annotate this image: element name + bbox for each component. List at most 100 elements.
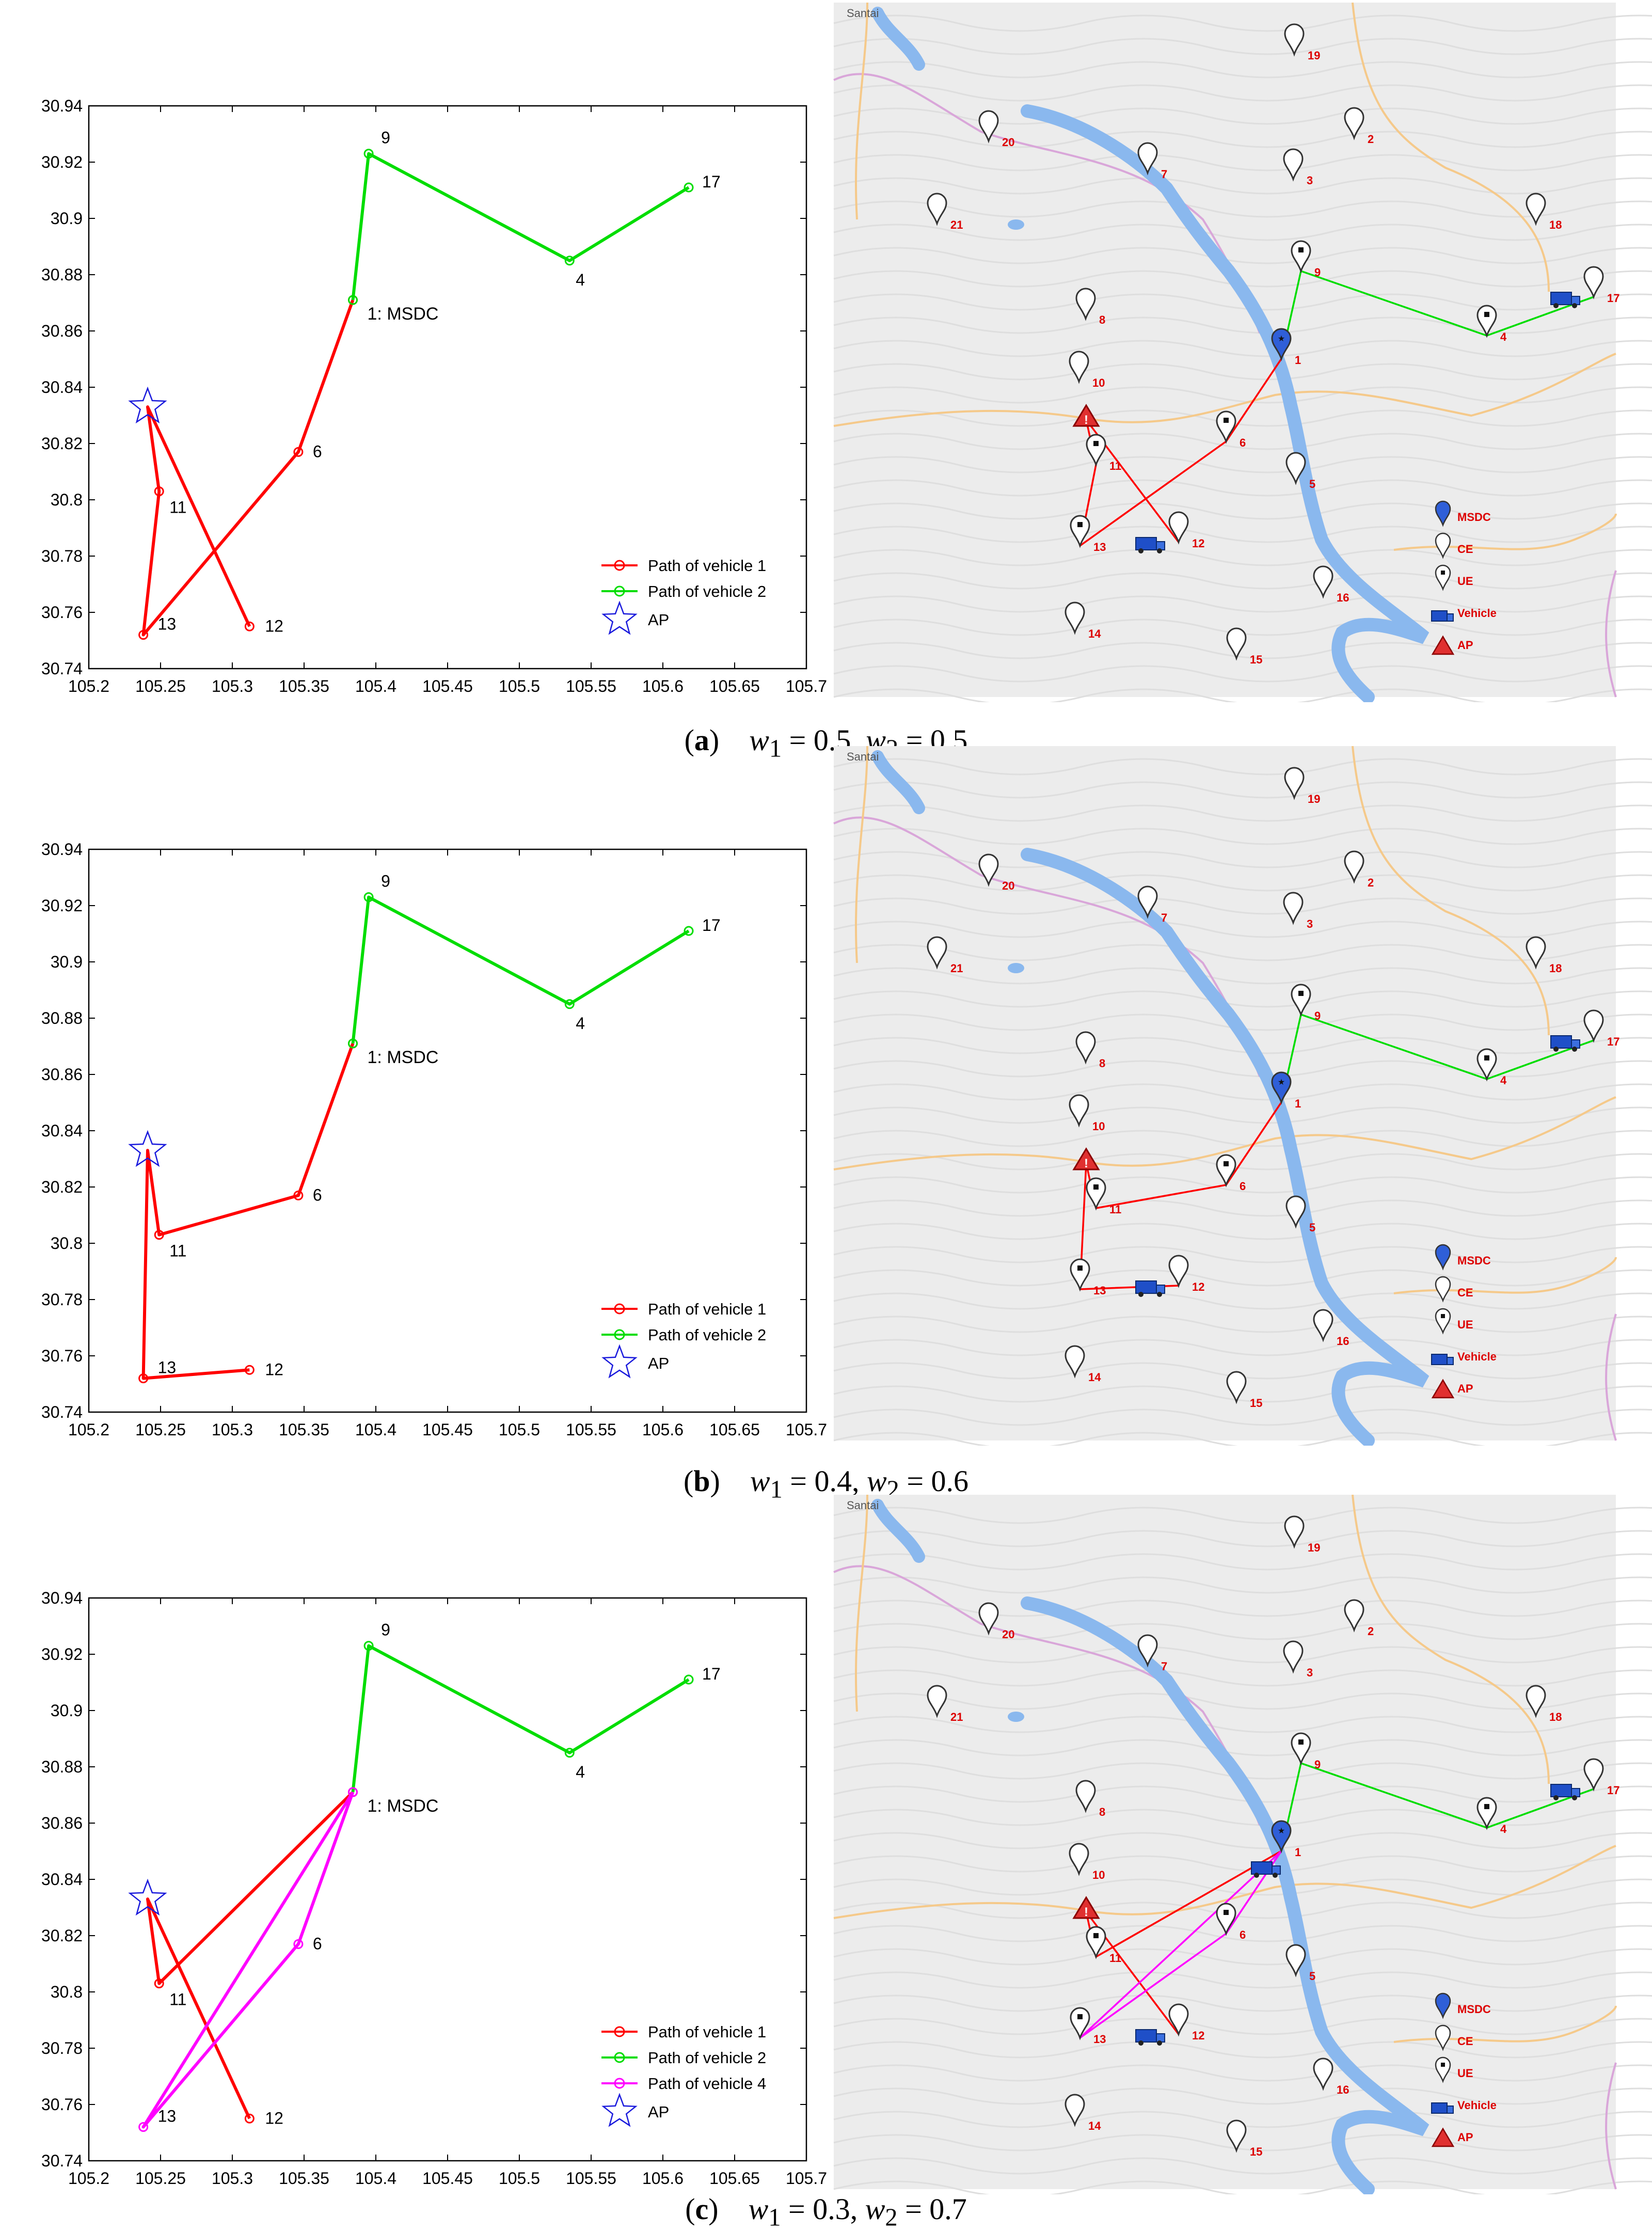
map-pin-icon <box>1313 1309 1333 1342</box>
series-line-vehicle-2 <box>351 152 690 300</box>
pin-shape <box>1344 1599 1364 1633</box>
caption-letter: b <box>693 1464 710 1498</box>
map-pin-icon <box>1583 1758 1604 1792</box>
map-legend-item: MSDC <box>1435 500 1491 527</box>
pin-shape <box>1313 2057 1333 2091</box>
pin-shape <box>1168 511 1189 545</box>
vehicle-truck-icon <box>1135 1280 1165 1297</box>
map-legend-label: MSDC <box>1457 2003 1491 2016</box>
y-tick-label: 30.78 <box>41 2039 83 2057</box>
pin-shape <box>1086 1177 1106 1211</box>
pin-shape <box>978 853 999 887</box>
map-pin-icon <box>927 1685 947 1718</box>
map-pin-icon <box>1284 767 1305 800</box>
terrain-texture <box>833 828 1652 845</box>
x-tick-label: 105.35 <box>279 2169 329 2188</box>
y-tick-label: 30.86 <box>41 1814 83 1832</box>
map-pin-label-10: 10 <box>1092 1120 1105 1133</box>
road-orange <box>854 3 868 220</box>
legend-ap-star <box>601 600 638 635</box>
map-pin-icon <box>1526 936 1546 970</box>
terrain-texture <box>833 131 1652 148</box>
map-pin-icon <box>1284 23 1305 57</box>
pin-shape <box>1526 936 1546 970</box>
node-label-13: 13 <box>158 2107 177 2126</box>
pin-shape <box>1065 1345 1085 1379</box>
map-pin-icon <box>1476 1048 1497 1082</box>
y-tick-label: 30.82 <box>41 434 83 453</box>
truck-wheel <box>1572 1047 1577 1052</box>
node-marker-4 <box>564 999 575 1009</box>
river-branch <box>871 1499 925 1563</box>
map-legend-item: CE <box>1435 532 1473 559</box>
pin-shape <box>1291 240 1311 274</box>
series-line-vehicle-1 <box>146 1791 354 2119</box>
legend-pin-icon <box>1435 1992 1451 2019</box>
truck-wheel <box>1572 303 1577 308</box>
map-pin-icon <box>978 853 999 887</box>
truck-body <box>1550 1784 1572 1797</box>
map-background <box>834 1495 1616 2189</box>
terrain-texture <box>833 967 1652 985</box>
map-pin-label-20: 20 <box>1002 879 1014 892</box>
ap-triangle <box>1072 1147 1100 1170</box>
pin-shape <box>1526 193 1546 226</box>
pin-shape <box>1216 1903 1236 1936</box>
legend-ap-star <box>601 1344 638 1379</box>
x-tick-label: 105.65 <box>709 1420 760 1439</box>
terrain-texture <box>833 595 1652 613</box>
x-tick-label: 105.25 <box>135 2169 186 2188</box>
map-pin-icon <box>1285 452 1306 485</box>
node-label-12: 12 <box>265 616 283 635</box>
terrain-texture <box>833 1037 1652 1054</box>
terrain-texture <box>833 479 1652 497</box>
x-tick-label: 105.5 <box>499 1420 540 1439</box>
road-orange <box>854 1495 868 1712</box>
legend-ap-label: AP <box>648 611 669 629</box>
ap-warning-icon: ! <box>1072 1896 1100 1919</box>
x-tick-label: 105.5 <box>499 2169 540 2188</box>
ap-exclamation: ! <box>1084 413 1088 427</box>
chart-panel-b: 105.2 105.25 105.3 105.35 105.4 105.45 105.5 10… <box>41 840 827 1439</box>
y-tick-label: 30.84 <box>41 1870 83 1889</box>
terrain-texture <box>833 1669 1652 1687</box>
pin-shape <box>927 1685 947 1718</box>
pin-shape <box>1137 142 1158 176</box>
ap-star-marker <box>128 1878 167 1916</box>
truck-wheel <box>1157 1292 1162 1297</box>
terrain-texture <box>833 2157 1652 2175</box>
map-pin-label-20: 20 <box>1002 136 1014 149</box>
pin-shape <box>1271 328 1292 361</box>
map-pin-label-2: 2 <box>1368 133 1374 146</box>
map-pin-icon <box>1075 288 1096 321</box>
map-pin-icon <box>1086 1177 1106 1211</box>
map-pin-label-9: 9 <box>1314 1758 1321 1771</box>
map-legend-label: UE <box>1457 1318 1473 1331</box>
truck-wheel <box>1138 2040 1143 2046</box>
pond <box>1008 963 1024 973</box>
y-tick-label: 30.86 <box>41 322 83 340</box>
map-pin-icon <box>1313 565 1333 599</box>
x-tick-label: 105.45 <box>422 1420 473 1439</box>
x-tick-label: 105.3 <box>212 677 253 695</box>
x-tick-label: 105.7 <box>786 677 827 695</box>
terrain-texture <box>833 1223 1652 1240</box>
y-tick-label: 30.9 <box>51 1701 83 1720</box>
map-pin-icon <box>1476 305 1497 338</box>
pin-shape <box>1285 1195 1306 1229</box>
node-label-12: 12 <box>265 2109 283 2127</box>
pin-shape <box>1216 410 1236 444</box>
terrain-texture <box>833 1762 1652 1780</box>
terrain-texture <box>833 1925 1652 1942</box>
x-tick-label: 105.6 <box>642 2169 684 2188</box>
series-line-vehicle-2 <box>351 895 690 1044</box>
node-marker-13 <box>138 630 149 640</box>
legend-label-1: Path of vehicle 1 <box>648 2023 766 2041</box>
map-pin-label-3: 3 <box>1307 1666 1313 1679</box>
terrain-texture <box>833 944 1652 961</box>
msdc-pin-icon: ★ <box>1271 1820 1292 1854</box>
road-orange <box>833 353 1616 427</box>
x-tick-label: 105.2 <box>68 677 109 695</box>
map-pin-label-6: 6 <box>1240 1928 1246 1941</box>
